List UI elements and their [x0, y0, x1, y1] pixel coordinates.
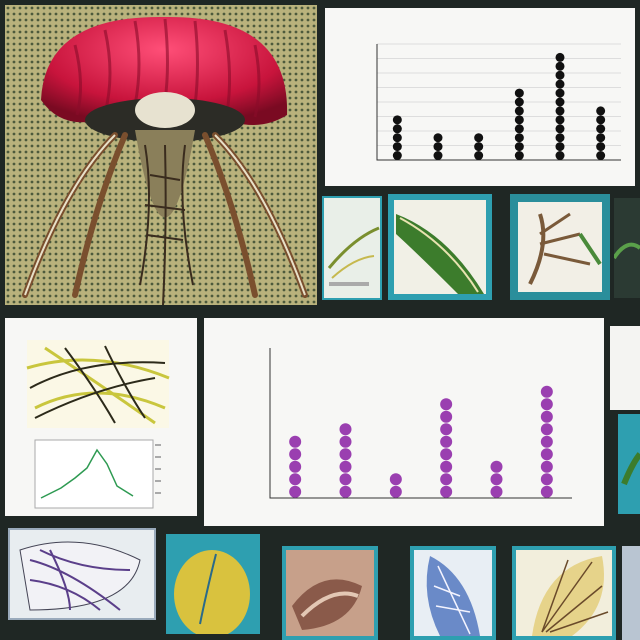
data-dot	[440, 448, 453, 461]
top-chart-plot	[376, 43, 621, 161]
data-dot	[289, 460, 302, 473]
data-dot	[540, 423, 553, 436]
data-dot	[440, 460, 453, 473]
data-dot	[339, 460, 352, 473]
data-dot	[440, 473, 453, 486]
axis-line	[376, 44, 621, 161]
thumb-yellow-leaf[interactable]	[166, 534, 260, 634]
thumb-row-top	[322, 192, 640, 304]
data-dot	[339, 435, 352, 448]
data-dot	[433, 133, 443, 143]
data-dot	[392, 133, 402, 143]
leaf-vein-icon	[26, 340, 170, 428]
data-dot	[514, 115, 524, 125]
data-dot	[514, 88, 524, 98]
data-dot	[392, 115, 402, 125]
data-dot	[440, 485, 453, 498]
data-dot	[514, 151, 524, 161]
data-dot	[389, 473, 402, 486]
data-dot	[596, 115, 606, 125]
data-dot	[596, 133, 606, 143]
data-dot	[596, 142, 606, 152]
data-dot	[555, 106, 565, 116]
data-dot	[540, 410, 553, 423]
data-dot	[596, 124, 606, 134]
thumb-branch[interactable]	[510, 194, 610, 300]
data-dot	[540, 435, 553, 448]
thumb-purple-leaf[interactable]	[8, 528, 156, 620]
data-dot	[339, 485, 352, 498]
data-dot	[514, 106, 524, 116]
data-dot	[555, 97, 565, 107]
right-edge-thumb[interactable]	[618, 414, 640, 514]
data-dot	[440, 435, 453, 448]
thumb-green-leaf[interactable]	[388, 194, 492, 300]
thumb-fan-leaf[interactable]	[512, 546, 616, 640]
thumb-right-sliver[interactable]	[622, 546, 640, 640]
thumb-leaf-chart[interactable]	[322, 196, 382, 300]
thumb-row-bottom	[0, 526, 640, 640]
data-dot	[555, 61, 565, 71]
data-dot	[540, 448, 553, 461]
axis-line	[269, 348, 572, 499]
data-dot	[555, 115, 565, 125]
data-dot	[555, 124, 565, 134]
data-dot	[289, 448, 302, 461]
data-dot	[289, 435, 302, 448]
data-dot	[514, 133, 524, 143]
data-dot	[339, 448, 352, 461]
data-dot	[433, 142, 443, 152]
data-dot	[540, 485, 553, 498]
data-dot	[555, 133, 565, 143]
main-dot-chart	[204, 318, 604, 536]
data-dot	[540, 460, 553, 473]
data-dot	[389, 485, 402, 498]
data-dot	[555, 151, 565, 161]
data-dot	[474, 142, 484, 152]
data-dot	[339, 473, 352, 486]
right-edge-panel	[610, 326, 640, 410]
thumb-hand[interactable]	[282, 546, 378, 640]
data-dot	[514, 142, 524, 152]
top-dot-chart	[325, 8, 635, 186]
data-dot	[440, 398, 453, 411]
jellyfish-image	[5, 5, 317, 305]
data-dot	[514, 124, 524, 134]
left-figure-panel	[5, 318, 197, 516]
data-dot	[596, 151, 606, 161]
thumb-blue-leaf[interactable]	[410, 546, 496, 640]
thumb-dark-edge[interactable]	[614, 198, 640, 298]
data-dot	[540, 398, 553, 411]
data-dot	[540, 385, 553, 398]
data-dot	[289, 485, 302, 498]
main-chart-plot	[269, 348, 572, 499]
data-dot	[555, 142, 565, 152]
data-dot	[433, 151, 443, 161]
data-dot	[289, 473, 302, 486]
data-dot	[392, 151, 402, 161]
jellyfish-icon	[5, 5, 317, 305]
data-dot	[490, 460, 503, 473]
data-dot	[555, 70, 565, 80]
data-dot	[339, 423, 352, 436]
data-dot	[474, 151, 484, 161]
data-dot	[440, 423, 453, 436]
data-dot	[555, 52, 565, 62]
data-dot	[596, 106, 606, 116]
data-dot	[514, 97, 524, 107]
data-dot	[490, 485, 503, 498]
data-dot	[440, 410, 453, 423]
data-dot	[555, 88, 565, 98]
data-dot	[392, 142, 402, 152]
data-dot	[555, 79, 565, 89]
data-dot	[474, 133, 484, 143]
data-dot	[490, 473, 503, 486]
line-chart-icon	[34, 439, 161, 509]
data-dot	[540, 473, 553, 486]
data-dot	[392, 124, 402, 134]
